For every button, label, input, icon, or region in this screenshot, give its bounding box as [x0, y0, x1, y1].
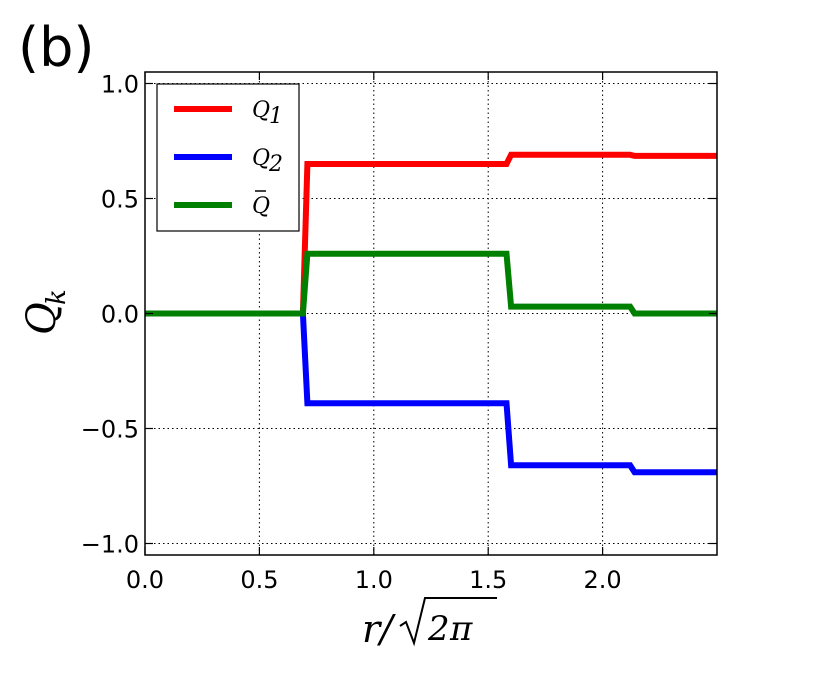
y-axis-label: Q k [19, 289, 72, 335]
y-tick-label: 0.5 [101, 186, 139, 214]
legend-label-main: Q [252, 98, 270, 123]
svg-text:/: / [376, 607, 396, 651]
x-tick-label: 0.5 [240, 566, 278, 594]
x-tick-label: 2.0 [584, 566, 622, 594]
x-tick-label: 1.5 [469, 566, 507, 594]
legend-label-sub: 2 [268, 152, 283, 177]
y-tick-label: 0.0 [101, 301, 139, 329]
svg-text:Q: Q [19, 302, 65, 335]
legend-label-2: Q2 [252, 146, 283, 177]
x-axis-label: r / 2 π [362, 597, 497, 651]
svg-text:r: r [362, 607, 383, 651]
legend-label-sub: 1 [269, 104, 283, 129]
sqrt-symbol [399, 597, 497, 647]
panel-label: (b) [18, 16, 94, 79]
legend-label-1: Q1 [252, 98, 283, 129]
svg-text:k: k [42, 289, 72, 305]
y-tick-label: −1.0 [81, 531, 139, 559]
legend-label-3: Q [252, 190, 270, 219]
y-tick-label: 1.0 [101, 71, 139, 99]
svg-text:π: π [449, 609, 473, 649]
x-tick-label: 0.0 [126, 566, 164, 594]
y-axis: 1.0 0.5 0.0 −0.5 −1.0 [81, 71, 717, 559]
legend-label-main: Q [252, 194, 270, 219]
series-layer [145, 151, 717, 476]
series-line-2 [145, 310, 717, 476]
svg-text:2: 2 [427, 609, 450, 649]
x-axis: 0.0 0.5 1.0 1.5 2.0 [126, 72, 622, 594]
legend-label-main: Q [252, 146, 270, 171]
series-line-3 [145, 250, 717, 317]
y-tick-label: −0.5 [81, 416, 139, 444]
x-tick-label: 1.0 [355, 566, 393, 594]
